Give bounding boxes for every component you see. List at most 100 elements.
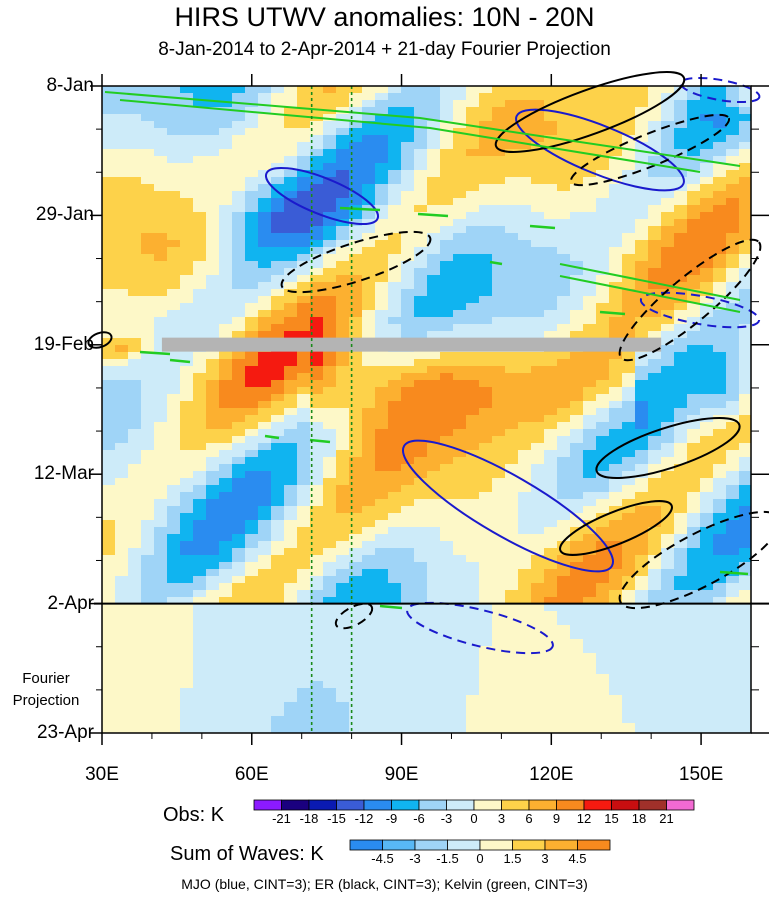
field-cell <box>674 681 687 688</box>
field-cell <box>193 716 206 723</box>
field-cell <box>297 408 310 415</box>
field-cell <box>193 611 206 618</box>
field-cell <box>414 310 427 317</box>
field-cell <box>115 583 128 590</box>
field-cell <box>258 415 271 422</box>
field-cell <box>401 401 414 408</box>
field-cell <box>687 618 700 625</box>
field-cell <box>505 100 518 107</box>
field-cell <box>518 86 531 93</box>
field-cell <box>479 541 492 548</box>
field-cell <box>258 520 271 527</box>
field-cell <box>115 499 128 506</box>
field-cell <box>284 548 297 555</box>
field-cell <box>505 485 518 492</box>
field-cell <box>336 219 349 226</box>
field-cell <box>271 695 284 702</box>
field-cell <box>375 303 388 310</box>
x-tick-label: 120E <box>529 764 574 785</box>
field-cell <box>453 331 466 338</box>
field-cell <box>570 520 583 527</box>
field-cell <box>505 170 518 177</box>
field-cell <box>219 639 232 646</box>
field-cell <box>349 359 362 366</box>
field-cell <box>401 716 414 723</box>
field-cell <box>206 485 219 492</box>
field-cell <box>128 338 141 345</box>
field-cell <box>310 387 323 394</box>
field-cell <box>193 268 206 275</box>
field-cell <box>687 247 700 254</box>
field-cell <box>622 653 635 660</box>
field-cell <box>505 233 518 240</box>
field-cell <box>687 317 700 324</box>
field-cell <box>700 366 713 373</box>
field-cell <box>167 275 180 282</box>
field-cell <box>505 289 518 296</box>
field-cell <box>310 317 323 324</box>
field-cell <box>180 681 193 688</box>
field-cell <box>427 674 440 681</box>
field-cell <box>661 618 674 625</box>
field-cell <box>570 499 583 506</box>
field-cell <box>297 583 310 590</box>
field-cell <box>115 695 128 702</box>
field-cell <box>167 177 180 184</box>
field-cell <box>414 86 427 93</box>
field-cell <box>583 408 596 415</box>
field-cell <box>609 527 622 534</box>
field-cell <box>219 394 232 401</box>
field-cell <box>375 331 388 338</box>
field-cell <box>193 506 206 513</box>
field-cell <box>362 373 375 380</box>
field-cell <box>648 611 661 618</box>
field-cell <box>349 527 362 534</box>
field-cell <box>609 555 622 562</box>
field-cell <box>102 457 115 464</box>
field-cell <box>505 331 518 338</box>
field-cell <box>700 128 713 135</box>
field-cell <box>115 93 128 100</box>
field-cell <box>193 520 206 527</box>
field-cell <box>557 191 570 198</box>
field-cell <box>453 226 466 233</box>
field-cell <box>700 107 713 114</box>
field-cell <box>297 212 310 219</box>
field-cell <box>505 499 518 506</box>
field-cell <box>141 163 154 170</box>
field-cell <box>440 527 453 534</box>
field-cell <box>635 709 648 716</box>
field-cell <box>713 513 726 520</box>
field-cell <box>453 324 466 331</box>
field-cell <box>531 310 544 317</box>
field-cell <box>635 569 648 576</box>
field-cell <box>466 597 479 604</box>
field-cell <box>375 457 388 464</box>
field-cell <box>206 660 219 667</box>
field-cell <box>258 653 271 660</box>
field-cell <box>375 555 388 562</box>
field-cell <box>622 646 635 653</box>
field-cell <box>648 135 661 142</box>
field-cell <box>219 303 232 310</box>
field-cell <box>206 534 219 541</box>
field-cell <box>310 247 323 254</box>
field-cell <box>726 730 739 733</box>
field-cell <box>167 121 180 128</box>
field-cell <box>323 114 336 121</box>
field-cell <box>154 506 167 513</box>
field-cell <box>362 310 375 317</box>
field-cell <box>440 646 453 653</box>
field-cell <box>570 191 583 198</box>
field-cell <box>401 128 414 135</box>
field-cell <box>245 149 258 156</box>
field-cell <box>739 604 751 611</box>
field-cell <box>271 688 284 695</box>
field-cell <box>531 296 544 303</box>
field-cell <box>102 107 115 114</box>
field-cell <box>609 485 622 492</box>
field-cell <box>674 142 687 149</box>
field-cell <box>167 597 180 604</box>
field-cell <box>609 86 622 93</box>
field-cell <box>414 457 427 464</box>
